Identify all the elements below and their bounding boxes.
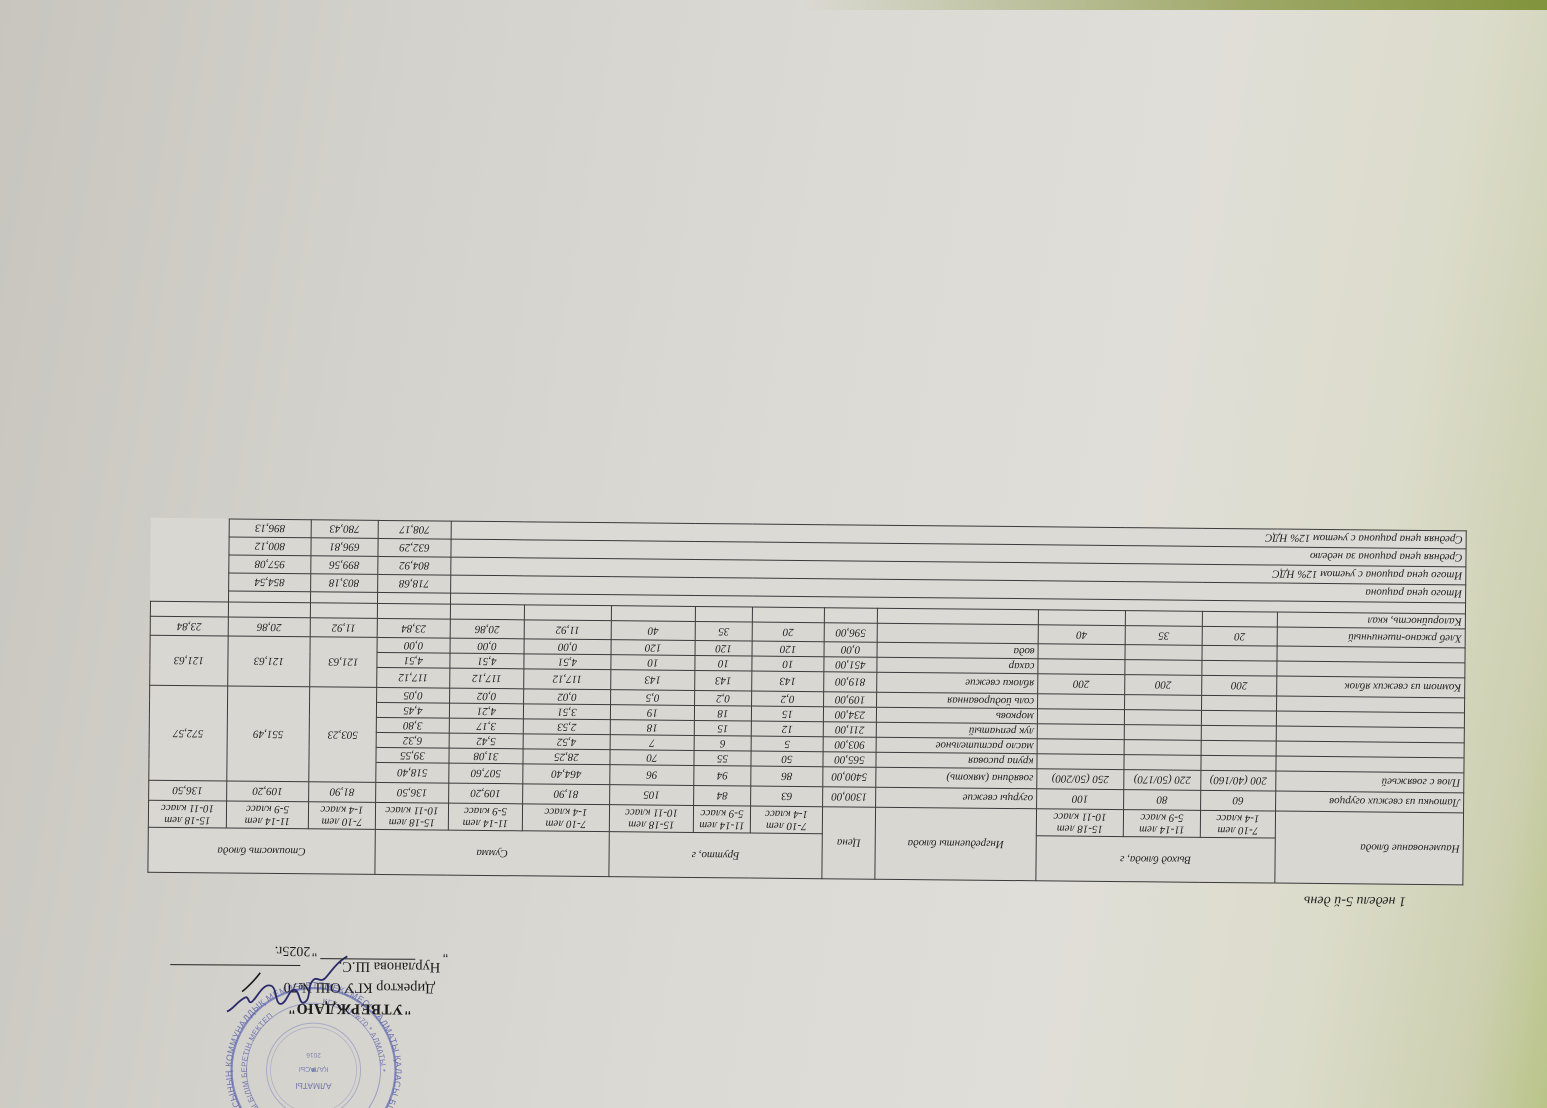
svg-text:АЛМАТЫ: АЛМАТЫ [295, 1081, 331, 1091]
svg-text:№ 70 ЖАЛПЫ БІЛІМ БЕРЕТІН МЕКТЕ: № 70 ЖАЛПЫ БІЛІМ БЕРЕТІН МЕКТЕП [239, 1011, 298, 1108]
svg-text:2016: 2016 [306, 1051, 321, 1058]
